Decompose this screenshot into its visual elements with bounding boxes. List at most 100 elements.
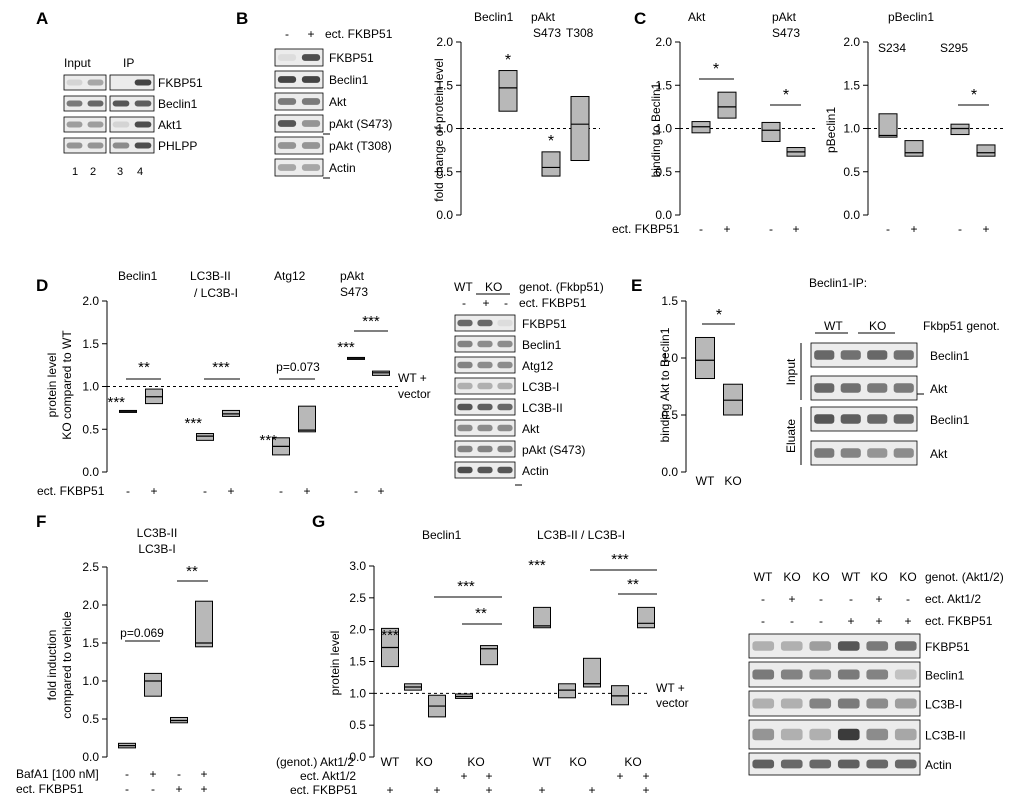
panel-a-input-blot-band <box>87 121 104 128</box>
panel-g-blot-band <box>780 641 803 651</box>
panel-e-blot-band <box>893 383 914 393</box>
panel-a-lane-number: 3 <box>117 166 123 178</box>
panel-a-input-blot-band <box>66 121 83 128</box>
panel-a-ip-blot-band <box>134 100 152 107</box>
panel-e-blot-band <box>867 350 888 360</box>
panel-d-annot: ** <box>138 359 150 376</box>
panel-e-letter: E <box>631 276 642 295</box>
panel-f-y-tick-label: 1.5 <box>82 636 99 650</box>
panel-f-title-1: LC3B-II <box>137 526 178 540</box>
panel-g-blot-band <box>752 759 775 769</box>
panel-g-blot-band <box>866 759 889 769</box>
panel-c-box <box>976 144 996 157</box>
panel-g-genot-label: KO <box>467 755 484 769</box>
panel-d-y-tick-label: 2.0 <box>82 294 99 308</box>
panel-d-y-tick-label: 0.0 <box>82 465 99 479</box>
panel-e-y-tick-label: 1.0 <box>661 351 678 365</box>
panel-g-blot-band <box>809 728 832 741</box>
panel-d-blot-label: LC3B-I <box>522 380 559 394</box>
panel-b-title-pakt: pAkt <box>531 10 556 24</box>
panel-c-sign: - <box>886 222 890 236</box>
panel-b-box <box>570 95 590 162</box>
panel-g-akt-sign: + <box>616 769 623 783</box>
panel-d-blot-label: Atg12 <box>522 359 554 373</box>
panel-f-sign: + <box>200 782 207 796</box>
panel-g-genot-label: KO <box>624 755 641 769</box>
panel-e-blot-band <box>840 350 861 360</box>
panel-d-blot-wt: WT <box>454 280 473 294</box>
panel-f-annot: ** <box>186 563 198 580</box>
panel-c-y-right-tick-label: 1.0 <box>843 122 860 136</box>
panel-g-blot-label: FKBP51 <box>925 640 970 654</box>
panel-f-row-label-fkbp51: ect. FKBP51 <box>16 782 84 796</box>
panel-g-blot-label: LC3B-II <box>925 729 966 743</box>
panel-d-blot-band <box>477 361 493 369</box>
panel-g-letter: G <box>312 512 325 531</box>
panel-e-blot-label: Akt <box>930 447 948 461</box>
panel-f-row-label-bafa1: BafA1 [100 nM] <box>16 767 99 781</box>
panel-g-box <box>611 685 629 706</box>
panel-d-blot-band <box>497 424 513 432</box>
panel-e-star: * <box>716 307 722 324</box>
panel-g-akt-sign: + <box>485 769 492 783</box>
panel-g-blot-band <box>780 698 803 709</box>
panel-a-row-label: Beclin1 <box>158 97 198 111</box>
panel-a-lane-number: 4 <box>137 166 143 178</box>
panel-g-y-tick-label: 1.5 <box>349 655 366 669</box>
panel-g-blot-band <box>752 728 775 741</box>
panel-e-blot-band <box>867 448 888 458</box>
panel-g-box <box>558 683 576 699</box>
panel-d-blot-label: Beclin1 <box>522 338 562 352</box>
panel-g-title-beclin1: Beclin1 <box>422 528 462 542</box>
panel-d-blot-band <box>497 319 513 327</box>
panel-b-blot-band <box>301 54 321 61</box>
panel-d-title-lc3bi: / LC3B-I <box>194 286 238 300</box>
panel-e-blot-band <box>867 414 888 424</box>
panel-d-sign: - <box>203 484 207 498</box>
panel-a-input-blot <box>63 95 107 112</box>
panel-g-blot-band <box>809 759 832 769</box>
panel-e-blot-band <box>893 414 914 424</box>
panel-b-blot <box>274 48 324 67</box>
panel-c-title-s473: S473 <box>772 26 800 40</box>
panel-a-input-blot <box>63 116 107 133</box>
panel-g-genot-label: KO <box>569 755 586 769</box>
panel-f-sign: + <box>175 782 182 796</box>
panel-a-ip-blot-band <box>134 79 152 86</box>
panel-g-ref-label: WT + <box>656 681 685 695</box>
panel-a-ip-blot <box>109 116 155 133</box>
panel-f-sign: + <box>200 767 207 781</box>
panel-d-annot: p=0.073 <box>276 360 320 374</box>
panel-g-fkbp-sign: + <box>485 783 492 797</box>
panel-f-y-tick-label: 0.0 <box>82 750 99 764</box>
panel-d-blot-band <box>477 340 493 348</box>
panel-f-sign: - <box>125 767 129 781</box>
panel-b-blot <box>274 114 324 133</box>
panel-d-blot-label: Akt <box>522 422 540 436</box>
panel-b-blot-label: FKBP51 <box>329 51 374 65</box>
panel-g-y-tick-label: 0.5 <box>349 718 366 732</box>
panel-a-input-blot-band <box>87 142 104 149</box>
panel-c-title-pbeclin1: pBeclin1 <box>888 10 934 24</box>
panel-d-blot-sign: - <box>462 296 466 310</box>
panel-f-box <box>144 672 162 697</box>
panel-g-fkbp-sign: + <box>433 783 440 797</box>
panel-b-treatment-label: ect. FKBP51 <box>325 27 393 41</box>
panel-d-title-s473: S473 <box>340 285 368 299</box>
panel-g-blot-akt-sign: - <box>906 592 910 606</box>
panel-d-blot-band <box>497 466 513 474</box>
panel-c-y-right-tick-label: 1.5 <box>843 78 860 92</box>
panel-g-blot-band <box>894 641 917 651</box>
panel-f-sign: - <box>151 782 155 796</box>
panel-c-y-left-tick-label: 0.5 <box>655 165 672 179</box>
panel-d-sign: + <box>150 484 157 498</box>
panel-d-annot: *** <box>107 394 125 411</box>
panel-a-row-label: FKBP51 <box>158 76 203 90</box>
panel-g-blot-band <box>752 698 775 709</box>
panel-c-sign: - <box>958 222 962 236</box>
panel-e-blot-label: Akt <box>930 382 948 396</box>
panel-c-xlabel: ect. FKBP51 <box>612 222 680 236</box>
panel-a-ip-blot <box>109 74 155 91</box>
panel-g-blot-label: Beclin1 <box>925 669 965 683</box>
panel-a-input-blot-band <box>66 142 83 149</box>
